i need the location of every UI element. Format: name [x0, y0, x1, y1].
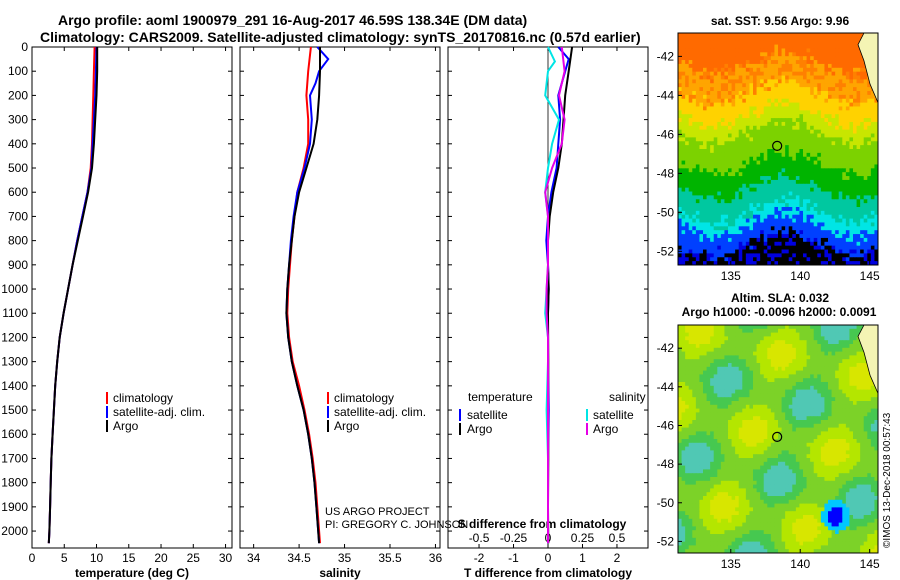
x-tick-label: 1 — [579, 551, 586, 565]
map-y-tick-label: -50 — [657, 205, 675, 219]
sla-map-title-line1: Altim. SLA: 0.032 — [730, 291, 830, 305]
sst-map-frame — [677, 32, 879, 266]
y-tick-label: 100 — [8, 64, 28, 78]
chart-title-line1: Argo profile: aoml 1900979_291 16-Aug-20… — [58, 12, 528, 28]
map-x-tick-label: 145 — [860, 557, 880, 571]
x-axis-label: salinity — [319, 566, 361, 580]
map-x-tick-label: 135 — [721, 557, 741, 571]
x-tick-label: 2 — [614, 551, 621, 565]
y-tick-label: 1200 — [1, 330, 28, 344]
map-y-tick-label: -52 — [657, 244, 675, 258]
x-top-tick-label: 0.5 — [609, 531, 626, 545]
legend-label: satellite — [467, 408, 508, 422]
map-y-tick-label: -50 — [657, 496, 675, 510]
credit-line1: US ARGO PROJECT — [325, 506, 430, 518]
legend-title-temperature: temperature — [468, 390, 533, 404]
x-tick-label: 20 — [154, 551, 168, 565]
map-y-tick-label: -44 — [657, 88, 675, 102]
y-tick-label: 400 — [8, 137, 28, 151]
x-tick-label: 15 — [122, 551, 136, 565]
x-tick-label: 35 — [338, 551, 352, 565]
x-axis-label: temperature (deg C) — [75, 566, 189, 580]
legend-label: climatology — [113, 391, 173, 405]
sla-map — [678, 325, 879, 554]
panel-frame-2 — [239, 46, 441, 549]
y-tick-label: 1300 — [1, 355, 28, 369]
chart-title-line2: Climatology: CARS2009. Satellite-adjuste… — [40, 29, 641, 45]
map-y-tick-label: -46 — [657, 127, 675, 141]
y-tick-label: 200 — [8, 88, 28, 102]
series-line-argo — [47, 47, 99, 544]
legend-label: Argo — [113, 419, 139, 433]
x-tick-label: 5 — [61, 551, 68, 565]
x-tick-label: 34 — [247, 551, 261, 565]
sla-map-title-line2: Argo h1000: -0.0096 h2000: 0.0091 — [681, 305, 877, 319]
credit-line2: PI: GREGORY C. JOHNSON — [325, 519, 469, 531]
x-tick-label: 30 — [219, 551, 233, 565]
map-y-tick-label: -42 — [657, 49, 675, 63]
map-x-tick-label: 135 — [721, 269, 741, 283]
x-tick-label: 34.5 — [287, 551, 311, 565]
sst-map — [678, 33, 879, 266]
x-axis-label: T difference from climatology — [464, 566, 632, 580]
y-tick-label: 1600 — [1, 427, 28, 441]
profile-location-marker — [772, 431, 783, 442]
y-tick-label: 1100 — [2, 306, 28, 320]
map-x-tick-label: 145 — [860, 269, 880, 283]
map-y-tick-label: -44 — [657, 380, 675, 394]
map-x-tick-label: 140 — [790, 557, 810, 571]
y-tick-label: 0 — [21, 40, 28, 54]
y-tick-label: 1500 — [1, 403, 28, 417]
series-line-climatology — [286, 46, 321, 544]
y-tick-label: 1400 — [1, 379, 28, 393]
series-line-argo — [544, 46, 566, 544]
legend-label: satellite — [593, 408, 634, 422]
x-top-tick-label: -0.25 — [500, 531, 528, 545]
y-tick-label: 1800 — [1, 476, 28, 490]
y-tick-label: 600 — [8, 185, 28, 199]
x-tick-label: 0 — [545, 551, 552, 565]
y-tick-label: 2000 — [1, 524, 28, 538]
x-tick-label: -2 — [474, 551, 485, 565]
y-tick-label: 1000 — [1, 282, 28, 296]
sst-map-title: sat. SST: 9.56 Argo: 9.96 — [710, 14, 850, 28]
x-top-tick-label: -0.5 — [469, 531, 490, 545]
x-top-axis-label: S difference from climatology — [458, 517, 627, 531]
y-tick-label: 300 — [8, 113, 28, 127]
legend-label: Argo — [334, 419, 360, 433]
x-tick-label: 36 — [429, 551, 443, 565]
map-x-tick-label: 140 — [790, 269, 810, 283]
map-y-tick-label: -46 — [657, 418, 675, 432]
legend-title-salinity: salinity — [609, 390, 646, 404]
x-tick-label: 35.5 — [378, 551, 402, 565]
map-y-tick-label: -42 — [657, 341, 675, 355]
map-y-tick-label: -52 — [657, 534, 675, 548]
map-y-tick-label: -48 — [657, 457, 675, 471]
y-tick-label: 500 — [8, 161, 28, 175]
series-line-satellite-adj--clim- — [47, 46, 98, 544]
sla-map-frame — [677, 324, 879, 554]
x-top-tick-label: 0.25 — [571, 531, 595, 545]
profile-location-marker — [772, 140, 783, 151]
y-tick-label: 1900 — [1, 500, 28, 514]
y-tick-label: 1700 — [1, 451, 28, 465]
y-tick-label: 900 — [8, 258, 28, 272]
series-line-argo — [285, 47, 321, 544]
map-y-tick-label: -48 — [657, 166, 675, 180]
legend-label: satellite-adj. clim. — [334, 405, 426, 419]
legend-label: satellite-adj. clim. — [113, 405, 205, 419]
x-tick-label: 25 — [187, 551, 201, 565]
legend-label: Argo — [593, 422, 619, 436]
legend-label: Argo — [467, 422, 493, 436]
series-line-climatology — [47, 46, 96, 544]
legend-label: climatology — [334, 391, 394, 405]
x-tick-label: -1 — [508, 551, 519, 565]
x-tick-label: 10 — [90, 551, 104, 565]
timestamp-stamp: ©IMOS 13-Dec-2018 00:57:43 — [882, 412, 893, 548]
panel-frame-1 — [31, 46, 233, 549]
x-tick-label: 0 — [29, 551, 36, 565]
y-tick-label: 700 — [8, 209, 28, 223]
y-tick-label: 800 — [8, 234, 28, 248]
